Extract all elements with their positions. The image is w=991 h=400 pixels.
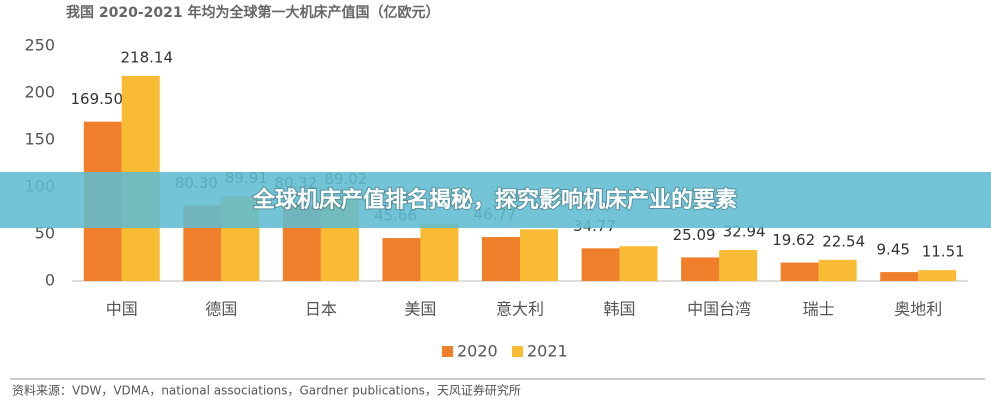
bar — [780, 262, 819, 281]
chart-title: 我国 2020-2021 年均为全球第一大机床产值国（亿欧元） — [66, 4, 440, 21]
bar — [818, 259, 857, 281]
data-label: 218.14 — [121, 48, 174, 66]
data-label: 19.62 — [772, 231, 815, 249]
bar — [382, 238, 421, 281]
bar — [681, 257, 720, 281]
bar — [482, 237, 520, 281]
x-tick-label: 韩国 — [604, 300, 636, 319]
x-tick-label: 德国 — [205, 300, 237, 319]
legend: 2020 2021 — [442, 342, 568, 361]
x-tick-label: 意大利 — [496, 300, 544, 319]
y-tick-label: 50 — [35, 224, 55, 243]
legend-label: 2020 — [457, 342, 498, 361]
x-tick-label: 奥地利 — [894, 300, 942, 319]
x-tick-label: 美国 — [404, 300, 436, 319]
data-label: 25.09 — [673, 226, 716, 244]
bar — [719, 250, 758, 281]
bar — [420, 223, 459, 281]
bar — [581, 248, 620, 281]
y-tick-label: 200 — [24, 83, 55, 102]
x-tick-label: 日本 — [305, 300, 337, 319]
legend-swatch — [512, 346, 523, 357]
data-label: 22.54 — [822, 232, 865, 250]
bar — [880, 272, 919, 281]
y-tick-label: 0 — [45, 271, 55, 290]
x-tick-label: 中国 — [106, 300, 138, 319]
bar — [619, 246, 658, 281]
y-tick-label: 150 — [24, 130, 55, 149]
banner-text: 全球机床产值排名揭秘，探究影响机床产业的要素 — [252, 187, 737, 213]
bar — [918, 270, 957, 281]
y-tick-label: 250 — [24, 36, 55, 55]
data-label: 11.51 — [922, 243, 965, 261]
banner-bg — [0, 172, 991, 228]
x-tick-label: 瑞士 — [803, 300, 835, 319]
overlay: 全球机床产值排名揭秘，探究影响机床产业的要素 — [0, 172, 991, 228]
data-label: 169.50 — [71, 90, 124, 108]
x-tick-label: 中国台湾 — [687, 300, 751, 319]
data-label: 9.45 — [877, 241, 910, 259]
legend-label: 2021 — [527, 342, 568, 361]
source: 资料来源：VDW，VDMA，national associations，Gard… — [12, 383, 521, 398]
bar — [520, 229, 558, 281]
legend-swatch — [442, 346, 453, 357]
